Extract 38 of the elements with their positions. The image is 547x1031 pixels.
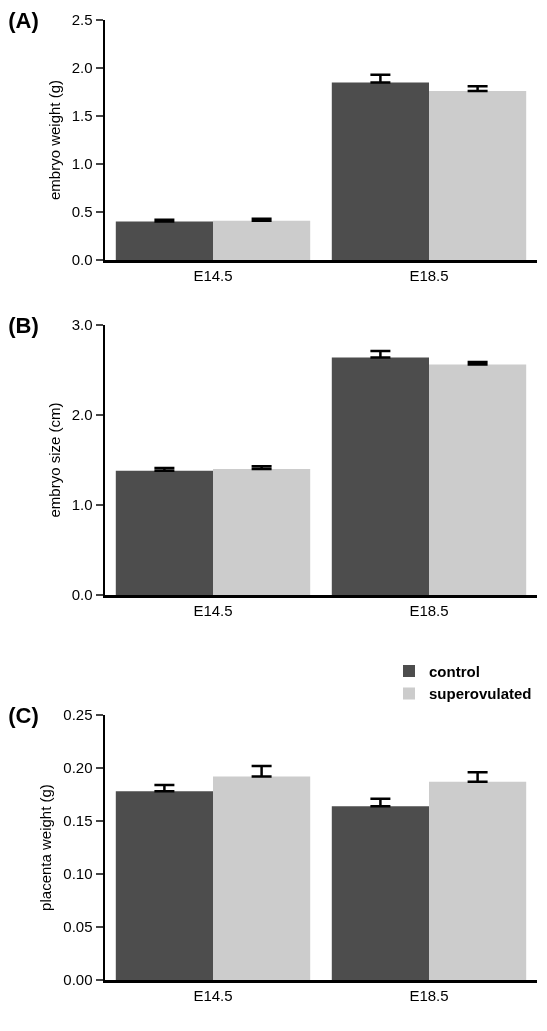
bar xyxy=(429,364,527,595)
y-tick-label: 2.0 xyxy=(71,406,93,424)
y-tick-label: 1.5 xyxy=(71,107,93,125)
y-tick-label: 3.0 xyxy=(71,316,93,334)
y-tick-label: 2.5 xyxy=(71,11,93,29)
y-tick-label: 0.20 xyxy=(63,759,93,777)
chart-title: (A) xyxy=(8,7,39,33)
y-tick-label: 0.15 xyxy=(63,812,93,830)
y-tick-label: 0.25 xyxy=(63,706,93,724)
y-tick-label: 2.0 xyxy=(71,59,93,77)
bar xyxy=(115,221,213,260)
x-tick-label: E14.5 xyxy=(193,601,233,619)
bar xyxy=(213,469,311,595)
x-tick-label: E18.5 xyxy=(409,601,449,619)
legend-label: superovulated xyxy=(429,685,532,703)
y-axis-title: placenta weight (g) xyxy=(37,784,55,911)
y-axis-title: embryo size (cm) xyxy=(45,402,63,518)
y-tick-label: 0.10 xyxy=(63,865,93,883)
y-tick-label: 0.00 xyxy=(63,971,93,989)
x-tick-label: E14.5 xyxy=(193,266,233,284)
y-tick-label: 0.05 xyxy=(63,918,93,936)
bar xyxy=(213,220,311,260)
y-tick-label: 1.0 xyxy=(71,155,93,173)
y-tick-label: 0.5 xyxy=(71,203,93,221)
bar xyxy=(331,82,429,260)
x-tick-label: E18.5 xyxy=(409,986,449,1004)
y-tick-label: 0.0 xyxy=(71,586,93,604)
y-tick-label: 1.0 xyxy=(71,496,93,514)
y-tick-label: 0.0 xyxy=(71,251,93,269)
bar xyxy=(429,91,527,260)
legend-label: control xyxy=(429,662,480,680)
x-tick-label: E14.5 xyxy=(193,986,233,1004)
x-tick-label: E18.5 xyxy=(409,266,449,284)
chart-title: (B) xyxy=(8,312,39,338)
bar xyxy=(331,357,429,595)
bar xyxy=(115,470,213,595)
y-axis-title: embryo weight (g) xyxy=(45,79,63,201)
chart-title: (C) xyxy=(8,702,39,728)
